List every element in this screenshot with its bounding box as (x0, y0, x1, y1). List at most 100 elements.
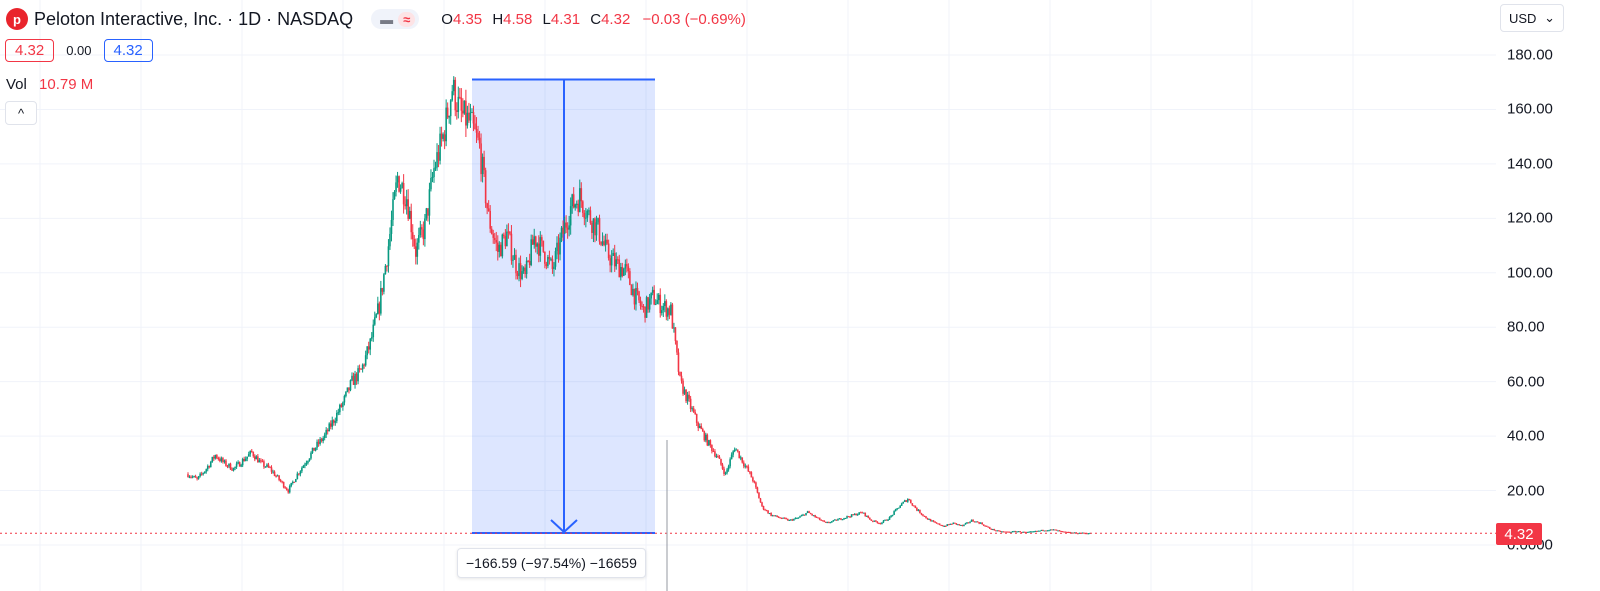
candle-body (865, 515, 868, 517)
candle-body (247, 454, 250, 457)
chevron-up-icon: ^ (17, 105, 25, 121)
candle-body (941, 525, 944, 527)
candle-body (1077, 533, 1079, 535)
candle-body (931, 520, 933, 522)
candle-body (619, 267, 622, 278)
candle-body (705, 434, 707, 441)
candle-body (982, 524, 985, 526)
candle-body (322, 437, 324, 442)
candle-body (589, 210, 592, 223)
wave-style-icon[interactable]: ≈ (398, 11, 416, 27)
candle-body (885, 519, 888, 521)
candle-body (273, 471, 276, 476)
candle-body (542, 240, 545, 252)
candle-body (762, 505, 765, 510)
candle-body (269, 467, 271, 469)
candle-body (487, 208, 490, 211)
bar-style-icon[interactable]: ▬ (380, 11, 394, 27)
candle-body (615, 259, 618, 267)
candle-body (507, 231, 510, 233)
candle-body (755, 482, 757, 488)
candle-body (916, 508, 918, 511)
candle-body (768, 513, 771, 515)
currency-select[interactable]: USD ⌄ (1500, 4, 1564, 32)
candle-body (923, 515, 926, 517)
candle-body (325, 429, 327, 435)
candle-body (366, 346, 368, 356)
candle-body (753, 481, 756, 483)
candle-body (305, 462, 308, 465)
candle-body (480, 143, 482, 175)
candle-body (632, 288, 634, 296)
candle-body (372, 324, 375, 338)
candle-body (354, 373, 356, 385)
candle-body (506, 231, 508, 247)
candle-body (633, 288, 636, 305)
candle-body (217, 458, 220, 460)
candle-body (761, 502, 763, 506)
high-value: 4.58 (503, 10, 533, 28)
candle-body (674, 327, 677, 341)
candle-body (328, 423, 331, 432)
buy-price-button[interactable]: 4.32 (103, 39, 153, 62)
candle-body (811, 514, 813, 516)
candle-body (613, 252, 616, 267)
candle-body (405, 199, 408, 207)
candle-body (554, 251, 557, 267)
candle-body (319, 439, 321, 444)
candle-body (913, 505, 915, 507)
candle-body (402, 183, 405, 205)
candle-body (367, 346, 370, 350)
collapse-legend-button[interactable]: ^ (5, 101, 37, 125)
candle-body (954, 522, 956, 524)
candle-body (478, 137, 481, 144)
candle-body (257, 456, 259, 463)
candle-body (484, 170, 487, 204)
candle-body (521, 271, 523, 279)
chart-style-toggle[interactable]: ▬ ≈ (371, 9, 420, 29)
candle-body (973, 521, 976, 523)
candle-body (290, 482, 293, 486)
candle-body (425, 208, 428, 219)
candle-body (1008, 531, 1011, 533)
candle-body (1005, 531, 1008, 533)
candle-body (1013, 531, 1015, 533)
candle-body (715, 456, 718, 458)
candle-body (869, 517, 871, 520)
candle-body (407, 199, 409, 219)
candle-body (616, 259, 619, 261)
candle-body (592, 218, 595, 233)
candle-body (922, 514, 924, 516)
candle-body (433, 168, 435, 178)
candle-body (750, 472, 753, 478)
candle-body (668, 308, 671, 315)
candle-body (361, 364, 364, 370)
candle-body (495, 240, 498, 243)
candle-body (741, 457, 744, 463)
candle-body (334, 421, 337, 423)
candle-body (1004, 531, 1006, 533)
candle-body (764, 509, 766, 511)
candle-body (209, 461, 212, 468)
candle-body (399, 188, 402, 192)
candle-body (551, 258, 554, 270)
candle-body (304, 464, 306, 466)
candle-body (348, 387, 350, 391)
candle-body (1054, 529, 1056, 531)
candle-body (870, 519, 873, 521)
sell-price-button[interactable]: 4.32 (5, 39, 55, 62)
candle-body (683, 389, 686, 394)
symbol-title[interactable]: Peloton Interactive, Inc. · 1D · NASDAQ (34, 8, 354, 29)
candle-body (999, 530, 1002, 532)
candle-body (840, 518, 842, 520)
candle-body (657, 294, 660, 301)
candle-body (689, 398, 692, 409)
candle-body (427, 208, 429, 216)
candle-body (434, 167, 437, 169)
candle-body (796, 518, 798, 520)
candle-body (805, 513, 807, 516)
candle-body (240, 465, 242, 467)
measure-tool[interactable] (472, 78, 655, 534)
candle-body (568, 225, 570, 230)
